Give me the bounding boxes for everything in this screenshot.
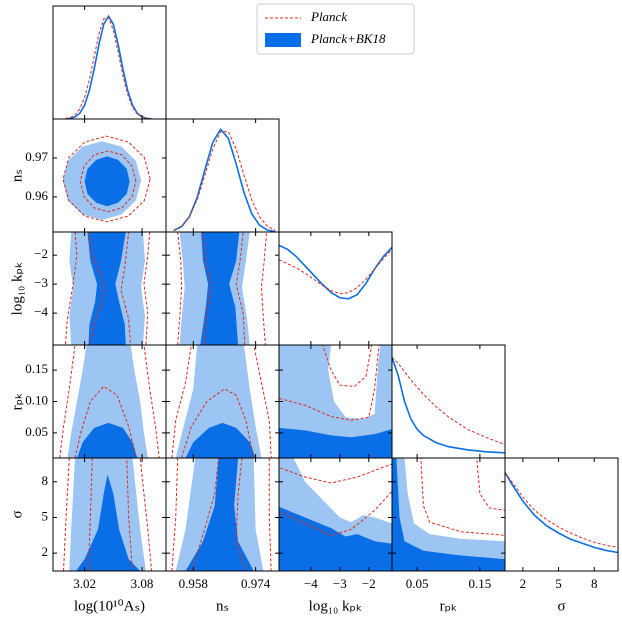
- x-tick-label: 0.15: [469, 576, 492, 591]
- contour: [175, 345, 262, 458]
- y-axis-label: nₛ: [9, 169, 25, 182]
- y-axis-label: rₚₖ: [9, 393, 25, 411]
- x-axis-label: σ: [557, 598, 565, 614]
- panel: [505, 471, 618, 554]
- marginal-curve: [505, 471, 618, 554]
- contour: [64, 232, 151, 345]
- panel-frame: [391, 344, 506, 459]
- contour: [74, 385, 137, 458]
- panel: [279, 458, 392, 571]
- panel: [279, 345, 392, 458]
- contour: [190, 458, 247, 571]
- contour: [84, 156, 130, 207]
- y-tick-label: 8: [42, 473, 49, 488]
- contour: [87, 232, 132, 345]
- x-axis-label: log₁₀ kₚₖ: [309, 598, 363, 614]
- y-tick-label: 0.10: [25, 392, 48, 407]
- panel: [279, 244, 392, 300]
- contour: [279, 506, 392, 571]
- marginal-curve: [392, 356, 505, 446]
- contour: [392, 458, 505, 571]
- x-tick-label: −3: [333, 576, 347, 591]
- x-tick-label: 3.08: [131, 576, 154, 591]
- y-tick-label: 0.05: [25, 424, 48, 439]
- y-tick-label: 2: [42, 544, 49, 559]
- y-tick-label: 0.97: [25, 149, 48, 164]
- marginal-curve: [279, 249, 392, 295]
- contour: [279, 463, 392, 571]
- panel: [65, 14, 152, 119]
- marginal-curve: [173, 128, 276, 232]
- y-tick-label: 0.15: [25, 361, 48, 376]
- panel-frame: [165, 118, 280, 233]
- contour: [392, 458, 505, 571]
- contour: [185, 422, 256, 458]
- panel: [177, 232, 268, 345]
- x-tick-label: 8: [591, 576, 598, 591]
- panel: [392, 458, 505, 571]
- x-tick-label: 5: [555, 576, 562, 591]
- x-axis-label: rₚₖ: [440, 598, 458, 614]
- legend-label: Planck: [310, 9, 347, 24]
- y-tick-label: −3: [34, 275, 48, 290]
- contour: [63, 458, 153, 571]
- contour: [75, 474, 141, 571]
- x-axis-label: log(10¹⁰Aₛ): [74, 598, 145, 614]
- x-tick-label: −4: [304, 576, 318, 591]
- contour: [200, 232, 240, 345]
- marginal-curve: [65, 14, 152, 119]
- x-tick-label: 0.958: [179, 576, 208, 591]
- contour: [177, 232, 268, 345]
- contour: [181, 388, 255, 458]
- x-tick-label: 0.974: [241, 576, 271, 591]
- y-tick-label: −2: [34, 246, 48, 261]
- panel: [59, 345, 160, 458]
- legend-label: Planck+BK18: [310, 31, 386, 46]
- panel: [63, 458, 153, 571]
- x-axis-label: nₛ: [216, 598, 229, 614]
- panel-frame: [52, 5, 167, 120]
- panel: [171, 458, 272, 571]
- x-tick-label: 3.02: [73, 576, 96, 591]
- x-tick-label: −2: [362, 576, 376, 591]
- contour: [79, 150, 137, 213]
- contour: [392, 458, 505, 571]
- marginal-curve: [65, 16, 152, 119]
- contour: [76, 422, 138, 458]
- y-axis-label: log₁₀ kₚₖ: [9, 262, 25, 316]
- y-tick-label: 5: [42, 508, 49, 523]
- legend-swatch: [265, 33, 301, 47]
- panel: [173, 128, 276, 232]
- marginal-curve: [173, 131, 276, 231]
- marginal-curve: [505, 472, 618, 548]
- panel: [64, 232, 151, 345]
- y-tick-label: −4: [34, 304, 48, 319]
- contour: [59, 345, 160, 458]
- contour: [279, 490, 392, 571]
- contour: [392, 458, 505, 571]
- panel: [62, 135, 151, 223]
- x-tick-label: 2: [520, 576, 527, 591]
- y-axis-label: σ: [9, 510, 25, 518]
- contour: [279, 427, 392, 458]
- contour: [171, 345, 272, 458]
- contour: [279, 345, 392, 458]
- contour: [67, 345, 148, 458]
- panel: [171, 345, 272, 458]
- panel: [392, 356, 505, 454]
- panel-frame: [504, 457, 619, 572]
- y-tick-label: 0.96: [25, 188, 48, 203]
- x-tick-label: 0.05: [406, 576, 429, 591]
- contour: [279, 345, 392, 458]
- marginal-curve: [392, 357, 505, 454]
- panel-frame: [278, 231, 393, 346]
- marginal-curve: [279, 244, 392, 300]
- contour: [87, 232, 126, 345]
